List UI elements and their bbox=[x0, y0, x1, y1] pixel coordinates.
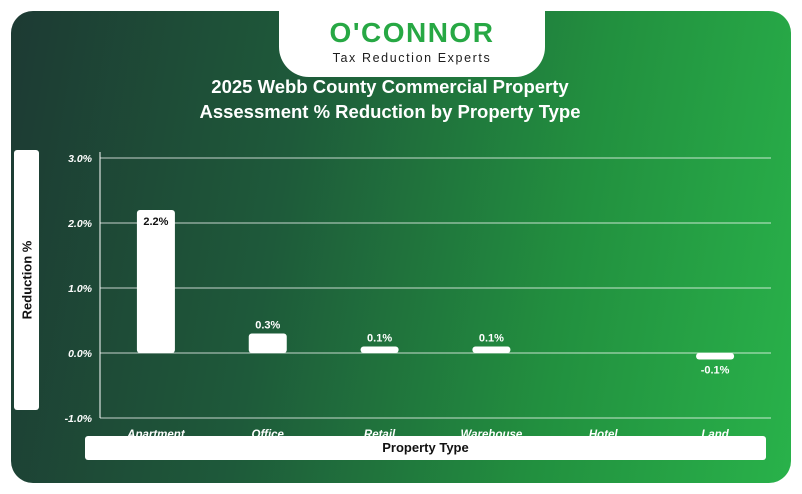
chart-title: 2025 Webb County Commercial Property Ass… bbox=[100, 74, 680, 124]
chart-title-line-2: Assessment % Reduction by Property Type bbox=[199, 101, 581, 122]
data-label: 0.1% bbox=[367, 333, 392, 345]
x-axis-label-box bbox=[85, 436, 766, 460]
x-tick-label: Apartment bbox=[126, 429, 186, 441]
data-label: -0.1% bbox=[701, 365, 730, 377]
bar-office bbox=[248, 333, 287, 353]
data-label: 0.1% bbox=[479, 333, 504, 345]
x-tick-label: Warehouse bbox=[461, 429, 523, 441]
y-tick-label: 0.0% bbox=[68, 348, 93, 360]
logo-tagline: Tax Reduction Experts bbox=[332, 51, 492, 65]
x-tick-label: Land bbox=[701, 429, 729, 441]
y-axis-label-box bbox=[14, 150, 39, 410]
y-tick-label: 1.0% bbox=[68, 283, 93, 295]
data-label: 0.3% bbox=[255, 320, 280, 332]
bar-apartment bbox=[136, 210, 175, 353]
y-tick-label: 2.0% bbox=[67, 218, 93, 230]
bar-land bbox=[696, 353, 735, 360]
x-tick-label: Hotel bbox=[589, 429, 619, 441]
x-tick-label: Retail bbox=[364, 429, 396, 441]
x-axis-label: Property Type bbox=[382, 440, 469, 455]
data-label: 2.2% bbox=[143, 216, 168, 228]
bar-warehouse bbox=[472, 346, 511, 353]
x-tick-label: Office bbox=[252, 429, 285, 441]
y-tick-label: -1.0% bbox=[65, 413, 93, 425]
bar-retail bbox=[360, 346, 399, 353]
logo-wordmark: O'CONNOR bbox=[329, 17, 495, 48]
y-tick-label: 3.0% bbox=[68, 153, 93, 165]
logo-tab: O'CONNOR Tax Reduction Experts bbox=[279, 11, 545, 77]
chart-title-line-1: 2025 Webb County Commercial Property bbox=[211, 76, 569, 97]
